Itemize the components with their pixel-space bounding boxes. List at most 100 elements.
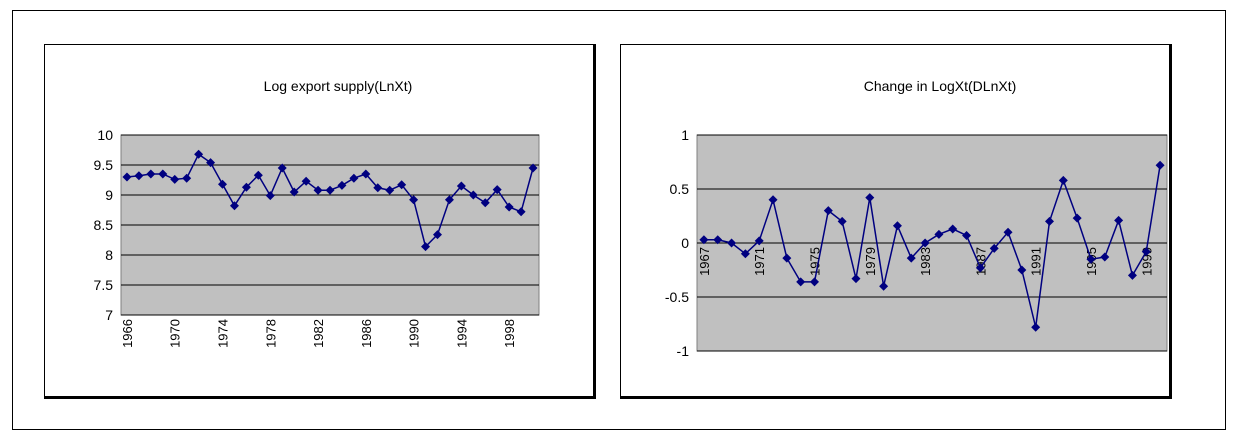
data-point [432, 230, 442, 240]
x-tick-label: 1966 [120, 319, 135, 348]
x-tick-label: 1991 [1029, 247, 1044, 276]
data-point [397, 180, 407, 190]
data-point [361, 169, 371, 179]
data-point [865, 193, 875, 203]
data-point [1086, 254, 1096, 264]
y-tick-label: 1 [681, 127, 689, 143]
data-point [385, 185, 395, 195]
data-point [409, 195, 419, 205]
data-point [206, 158, 216, 168]
chart-svg-2: Change in LogXt(DLnXt) 1 0.5 0 -0.5 -1 1967 197… [665, 78, 1168, 359]
x-tick-label: 1982 [311, 319, 326, 348]
data-point [349, 173, 359, 183]
data-point [504, 202, 514, 212]
chart-svg-1: Log export supply(LnXt) 10 9.5 9 8.5 8 7.5 7 196… [94, 78, 540, 348]
data-point [906, 253, 916, 263]
y-tick-label: 7 [105, 307, 113, 323]
x-tick-label: 1998 [502, 319, 517, 348]
data-point [1072, 213, 1082, 223]
data-point [1155, 160, 1165, 170]
data-point [421, 242, 431, 252]
x-tick-label: 1974 [216, 319, 231, 348]
x-tick-label: 1971 [752, 247, 767, 276]
data-point [182, 173, 192, 183]
data-point [823, 206, 833, 216]
data-point [810, 277, 819, 287]
data-point [948, 224, 958, 234]
data-point [699, 235, 709, 245]
x-tick-label: 1978 [263, 319, 278, 348]
x-tick-label: 1994 [454, 319, 469, 348]
y-tick-label: 9 [105, 187, 113, 203]
data-point [444, 195, 454, 205]
data-point [1003, 227, 1013, 237]
data-point [528, 163, 538, 173]
data-point [768, 195, 778, 205]
y-tick-label: 9.5 [94, 157, 114, 173]
x-tick-label: 1975 [808, 247, 823, 276]
data-point [289, 187, 299, 197]
series-line [703, 165, 1161, 328]
data-point [241, 182, 251, 192]
data-point [1017, 265, 1027, 275]
data-point [754, 236, 764, 246]
data-point [313, 185, 323, 195]
x-tick-label: 1979 [863, 247, 878, 276]
data-point [456, 181, 466, 191]
data-point [796, 277, 806, 287]
data-point [373, 183, 383, 193]
data-point [1031, 322, 1041, 332]
data-point [782, 253, 792, 263]
data-point [1141, 247, 1151, 257]
data-point [1045, 216, 1054, 226]
x-tick-label: 1990 [407, 319, 422, 348]
data-point [325, 185, 335, 195]
x-tick-label: 1967 [697, 247, 712, 276]
data-point [1100, 252, 1110, 262]
data-point [170, 174, 180, 184]
x-tick-label: 1999 [1139, 247, 1154, 276]
chart-title: Log export supply(LnXt) [264, 78, 413, 94]
data-point [1127, 270, 1137, 280]
data-point [229, 201, 239, 211]
data-point [920, 238, 930, 248]
data-point [851, 274, 861, 284]
x-tick-label: 1983 [918, 247, 933, 276]
chart-change-in-logxt: Change in LogXt(DLnXt) 1 0.5 0 -0.5 -1 1967 197… [620, 44, 1172, 399]
data-point [516, 207, 526, 217]
chart-title: Change in LogXt(DLnXt) [864, 78, 1017, 94]
y-tick-label: 8.5 [94, 217, 114, 233]
data-point [468, 190, 478, 200]
data-point [301, 176, 311, 186]
data-point [879, 281, 889, 291]
data-point [277, 163, 287, 173]
y-tick-label: -0.5 [665, 289, 689, 305]
data-point [740, 249, 750, 259]
chart-log-export-supply: Log export supply(LnXt) 10 9.5 9 8.5 8 7.5 7 196… [44, 44, 596, 399]
data-point [713, 235, 723, 245]
data-point [122, 172, 132, 182]
y-tick-label: -1 [677, 343, 690, 359]
y-tick-label: 10 [97, 127, 113, 143]
data-point [975, 263, 985, 273]
data-point [934, 229, 944, 239]
data-point [1058, 175, 1068, 185]
data-point [1114, 215, 1124, 225]
y-tick-label: 8 [105, 247, 113, 263]
data-point [492, 185, 502, 195]
data-point [892, 221, 902, 231]
x-tick-label: 1986 [359, 319, 374, 348]
y-tick-label: 0.5 [670, 181, 690, 197]
data-point [218, 179, 228, 189]
data-point [146, 169, 156, 179]
data-point [337, 180, 347, 190]
data-point [989, 243, 999, 253]
data-point [265, 191, 275, 201]
y-tick-label: 0 [681, 235, 689, 251]
data-point [134, 171, 144, 181]
data-point [962, 230, 972, 240]
y-tick-label: 7.5 [94, 277, 114, 293]
data-point [158, 169, 168, 179]
x-tick-label: 1970 [168, 319, 183, 348]
data-point [727, 238, 737, 248]
